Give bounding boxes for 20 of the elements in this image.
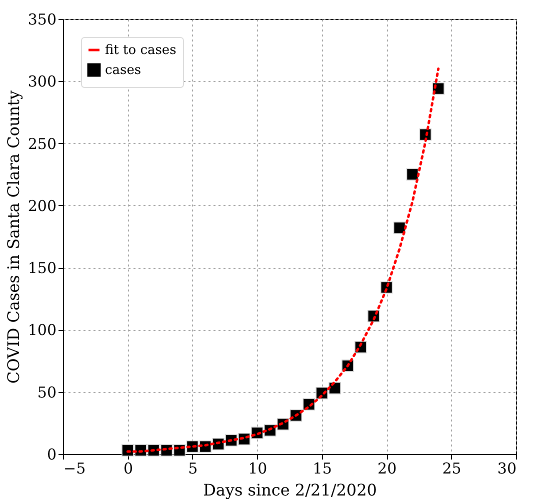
y-tick-label: 200	[28, 196, 56, 215]
x-tick-label: 15	[312, 460, 332, 478]
legend-label: cases	[105, 63, 142, 78]
y-tick-label: 0	[46, 446, 56, 464]
x-tick-label: 0	[123, 460, 133, 478]
legend-label: fit to cases	[105, 43, 176, 58]
y-tick-label: 100	[28, 321, 56, 340]
y-tick-label: 50	[37, 383, 56, 402]
y-axis-title: COVID Cases in Santa Clara County	[4, 90, 23, 384]
x-tick-label: 20	[378, 460, 397, 478]
y-tick-label: 350	[28, 10, 56, 28]
y-tick-label: 250	[28, 134, 56, 153]
x-tick-label: 10	[248, 460, 268, 478]
y-tick-label: 300	[28, 72, 56, 91]
x-axis-title: Days since 2/21/2020	[203, 480, 377, 500]
y-tick-label: 150	[28, 259, 56, 278]
x-tick-label: −5	[64, 460, 86, 478]
x-tick-label: 25	[442, 460, 462, 478]
x-tick-label: 30	[497, 460, 516, 478]
x-tick-label: 5	[188, 460, 198, 478]
